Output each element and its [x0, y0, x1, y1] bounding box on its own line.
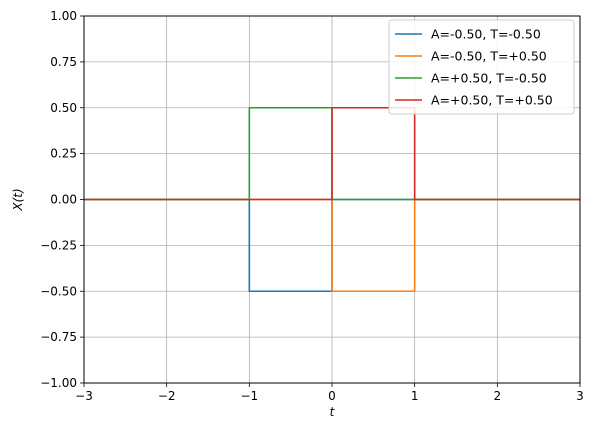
- y-tick-label: 0.50: [50, 101, 77, 115]
- series-lines: [84, 106, 580, 293]
- x-tick-label: 2: [494, 389, 502, 403]
- legend: A=-0.50, T=-0.50 A=-0.50, T=+0.50 A=+0.50,…: [388, 19, 575, 115]
- legend-entry: A=-0.50, T=+0.50: [431, 49, 547, 64]
- x-tick-label: 1: [411, 389, 419, 403]
- y-axis-label: X(t): [11, 188, 25, 211]
- y-tick-label: 0.00: [50, 193, 77, 207]
- legend-entry: A=+0.50, T=-0.50: [431, 71, 547, 86]
- y-tick-label: 1.00: [50, 9, 77, 23]
- y-tick-label: 0.75: [50, 55, 77, 69]
- legend-box: [388, 19, 575, 115]
- legend-entry: A=+0.50, T=+0.50: [431, 93, 553, 108]
- legend-entry: A=-0.50, T=-0.50: [431, 27, 541, 42]
- x-tick-label: −2: [158, 389, 176, 403]
- y-tick-label: 0.25: [50, 147, 77, 161]
- x-axis-label: t: [330, 405, 336, 419]
- y-tick-label: −0.25: [40, 238, 77, 252]
- y-tick-label: −1.00: [40, 376, 77, 390]
- x-tick-label: 0: [328, 389, 336, 403]
- x-tick-label: 3: [576, 389, 584, 403]
- x-tick-label: −3: [75, 389, 93, 403]
- series-line-4: [84, 106, 580, 201]
- y-tick-label: −0.75: [40, 330, 77, 344]
- axis-ticks: −3 −2 −1 0 1 2 3 −1.00 −0.75 −0.50 −0.25 0.00 0.25 0.…: [40, 9, 584, 403]
- y-tick-label: −0.50: [40, 284, 77, 298]
- x-tick-label: −1: [240, 389, 258, 403]
